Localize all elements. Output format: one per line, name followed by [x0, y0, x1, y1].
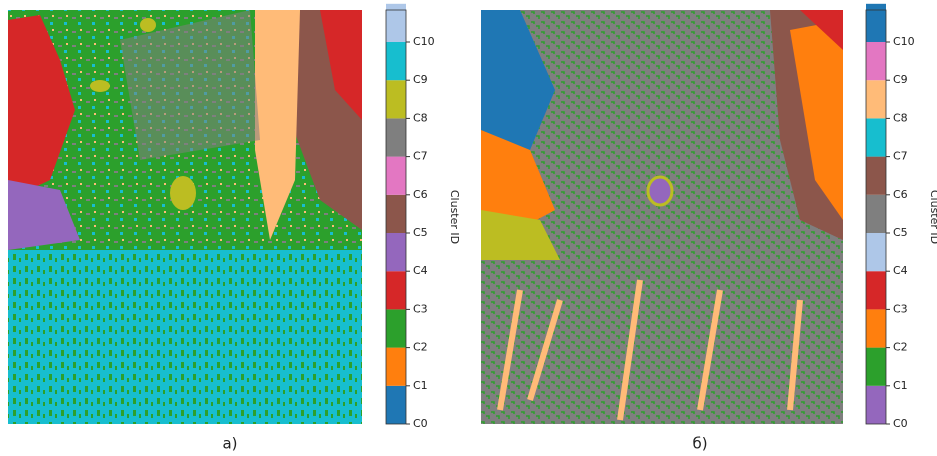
- colorbar-title: Cluster ID: [928, 190, 937, 244]
- colorbar-label: C9: [893, 73, 908, 86]
- map-a: [8, 10, 362, 424]
- colorbar-segment: [386, 233, 406, 271]
- colorbar-label: C1: [893, 379, 908, 392]
- colorbar-segment: [866, 348, 886, 386]
- colorbar-label: C0: [893, 417, 908, 430]
- colorbar-label: C8: [413, 111, 428, 124]
- colorbar-label: C5: [413, 226, 428, 239]
- colorbar-label: C2: [893, 341, 908, 354]
- colorbar-segment: [866, 233, 886, 271]
- colorbar-label: C6: [893, 188, 908, 201]
- map-b: [481, 10, 843, 424]
- colorbar-segment: [866, 271, 886, 309]
- colorbar-segment: [866, 118, 886, 156]
- colorbar-segment: [386, 309, 406, 347]
- colorbar-segment: [866, 4, 886, 42]
- colorbar-label: C3: [893, 302, 908, 315]
- colorbar-label: C10: [893, 35, 915, 48]
- colorbar-label: C4: [893, 264, 908, 277]
- colorbar-segment: [386, 348, 406, 386]
- colorbar-segment: [386, 118, 406, 156]
- colorbar-segment: [386, 4, 406, 42]
- colorbar-label: C0: [413, 417, 428, 430]
- colorbar-label: C8: [893, 111, 908, 124]
- colorbar-segment: [866, 157, 886, 195]
- colorbar-label: C4: [413, 264, 428, 277]
- colorbar-label: C7: [893, 150, 908, 163]
- colorbar-segment: [866, 386, 886, 424]
- colorbar-segment: [866, 42, 886, 80]
- colorbar-label: C5: [893, 226, 908, 239]
- colorbar-segment: [386, 157, 406, 195]
- colorbar-segment: [386, 271, 406, 309]
- panel-label: а): [222, 435, 237, 453]
- colorbar-label: C2: [413, 341, 428, 354]
- colorbar-segment: [866, 195, 886, 233]
- colorbar-label: C7: [413, 150, 428, 163]
- colorbar-segment: [866, 80, 886, 118]
- colorbar-segment: [386, 195, 406, 233]
- colorbar-label: C9: [413, 73, 428, 86]
- colorbar-label: C1: [413, 379, 428, 392]
- colorbar-segment: [386, 80, 406, 118]
- panel-label: б): [692, 435, 707, 453]
- colorbar-label: C10: [413, 35, 435, 48]
- colorbar-title: Cluster ID: [448, 190, 461, 244]
- figure: а) C0 C1 C2 C3 C4 C5 C6 C7 C8 C9 C10 Cluster ID б) C0 C…: [0, 0, 937, 456]
- colorbar-segment: [866, 309, 886, 347]
- colorbar-label: C6: [413, 188, 428, 201]
- colorbar-segment: [386, 42, 406, 80]
- colorbar-segment: [386, 386, 406, 424]
- colorbar-label: C3: [413, 302, 428, 315]
